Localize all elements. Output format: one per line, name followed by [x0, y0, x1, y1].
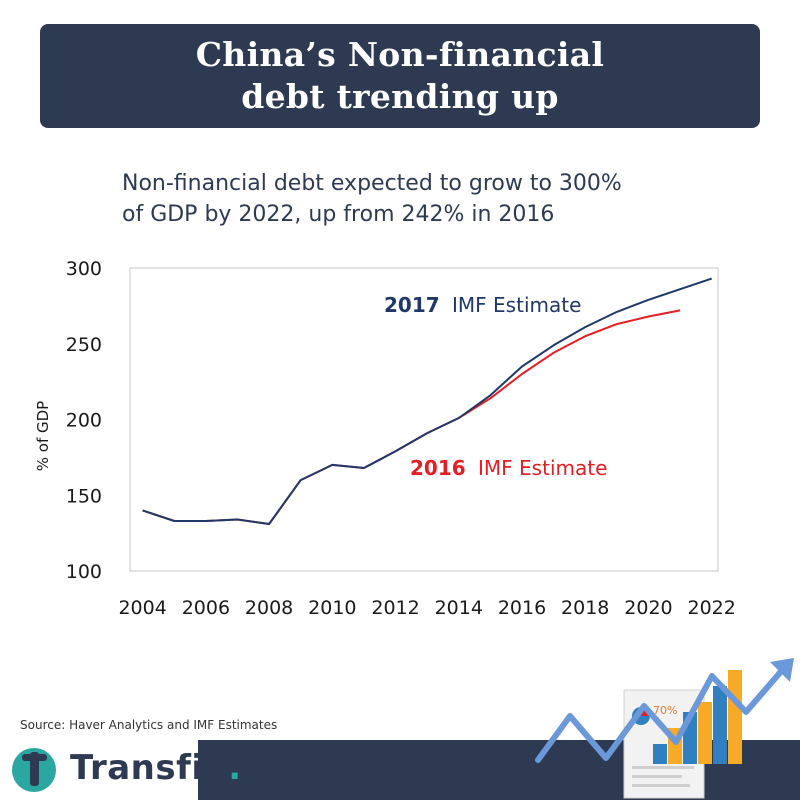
x-tick-label: 2010 — [308, 597, 356, 619]
series-line-2017 — [142, 277, 713, 525]
y-tick-label: 250 — [66, 334, 102, 356]
brand-dot: . — [228, 748, 242, 788]
title-banner: China’s Non-financial debt trending up — [40, 24, 760, 128]
x-tick-label: 2004 — [118, 597, 166, 619]
series-label-2017: 2017 IMF Estimate — [384, 293, 581, 317]
x-tick-label: 2020 — [624, 597, 672, 619]
x-tick-label: 2012 — [371, 597, 419, 619]
source-note: Source: Haver Analytics and IMF Estimate… — [20, 718, 278, 732]
chart-subtitle: Non-financial debt expected to grow to 3… — [122, 168, 682, 230]
report-percent-label: 70% — [653, 704, 677, 717]
x-tick-label: 2016 — [498, 597, 546, 619]
title-line-2: debt trending up — [241, 77, 559, 116]
series-label-2016-text: IMF Estimate — [478, 456, 607, 480]
trend-arrow-icon — [535, 658, 794, 763]
y-tick-label: 300 — [66, 258, 102, 280]
y-tick-label: 200 — [66, 410, 102, 432]
title-line-1: China’s Non-financial — [195, 35, 605, 74]
y-tick-label: 150 — [66, 485, 102, 507]
series-label-2016-year: 2016 — [410, 456, 466, 480]
x-tick-label: 2008 — [245, 597, 293, 619]
subtitle-line-2: of GDP by 2022, up from 242% in 2016 — [122, 202, 555, 227]
x-tick-label: 2006 — [182, 597, 230, 619]
x-tick-label: 2022 — [687, 597, 735, 619]
series-label-2016: 2016 IMF Estimate — [410, 456, 607, 480]
y-tick-label: 100 — [66, 561, 102, 583]
x-tick-label: 2018 — [561, 597, 609, 619]
brand-name-text: Transfin — [70, 748, 229, 788]
y-axis-label: % of GDP — [34, 401, 52, 471]
x-tick-label: 2014 — [435, 597, 483, 619]
transfin-logo-icon — [12, 748, 56, 792]
subtitle-line-1: Non-financial debt expected to grow to 3… — [122, 171, 622, 196]
brand-name: Transfin. — [70, 748, 242, 788]
series-label-2017-year: 2017 — [384, 293, 440, 317]
series-label-2017-text: IMF Estimate — [452, 293, 581, 317]
